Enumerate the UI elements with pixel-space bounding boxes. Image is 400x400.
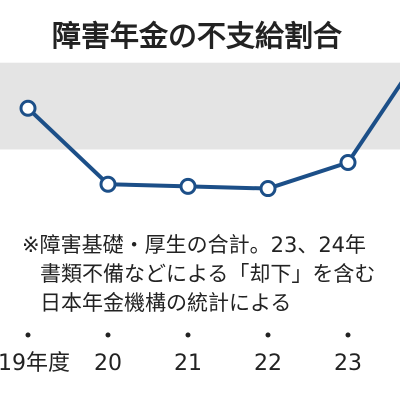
x-tick-dot: [265, 332, 271, 338]
x-tick-label: 21: [174, 351, 202, 376]
chart-title: 障害年金の不支給割合: [52, 19, 342, 53]
point: [19, 99, 37, 117]
x-tick-dot: [345, 332, 351, 338]
line: [26, 81, 400, 191]
x-tick-label: 23: [334, 351, 362, 376]
x-tick-label: 19年度: [0, 351, 70, 376]
annotation: ※障害基礎・厚生の合計。23、24年: [22, 233, 366, 257]
point: [339, 154, 357, 172]
x-tick-label: 20: [94, 351, 122, 376]
point: [99, 175, 117, 193]
annotation: 日本年金機構の統計による: [40, 291, 291, 315]
point: [259, 180, 277, 198]
annotation: 書類不備などによる「却下」を含む: [40, 262, 375, 286]
annotation-box: [0, 228, 400, 320]
x-tick-label: 22: [254, 351, 282, 376]
x-tick-dot: [25, 332, 31, 338]
shaded-band: [0, 62, 400, 150]
x-tick-dot: [105, 332, 111, 338]
point: [179, 177, 197, 195]
x-tick-dot: [185, 332, 191, 338]
